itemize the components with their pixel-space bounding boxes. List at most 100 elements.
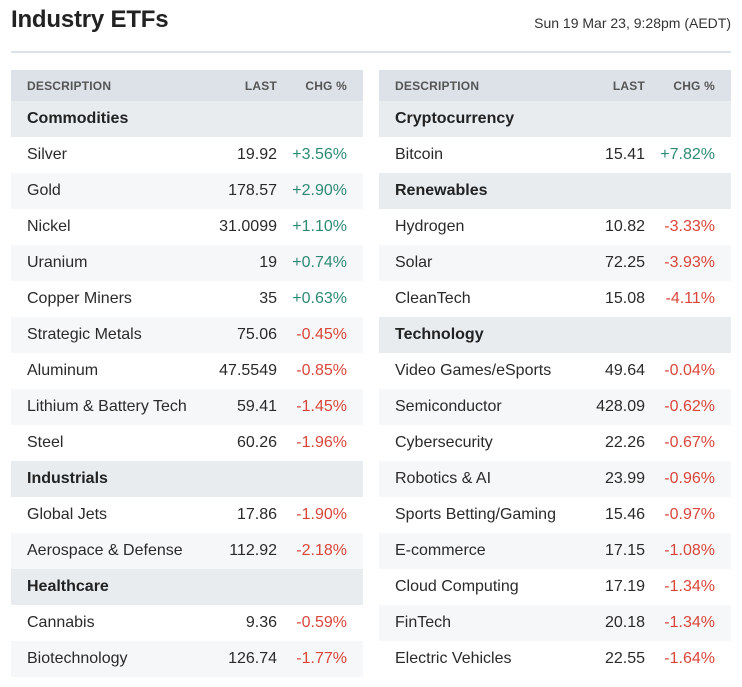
table-row[interactable]: Cybersecurity 22.26 -0.67% bbox=[379, 425, 731, 461]
column-header-change[interactable]: CHG % bbox=[305, 78, 347, 93]
etf-name-link[interactable]: Robotics & AI bbox=[395, 470, 492, 487]
change-percent: +1.10% bbox=[292, 218, 347, 235]
change-percent: -0.04% bbox=[664, 362, 715, 379]
group-header: Cryptocurrency bbox=[379, 101, 731, 137]
last-price: 22.55 bbox=[604, 650, 645, 667]
column-header-last[interactable]: LAST bbox=[612, 78, 645, 93]
column-header-change[interactable]: CHG % bbox=[673, 78, 715, 93]
etf-name-link[interactable]: Semiconductor bbox=[395, 398, 502, 415]
etf-name-link[interactable]: Solar bbox=[395, 254, 433, 271]
table-row[interactable]: Gold 178.57 +2.90% bbox=[11, 173, 363, 209]
etf-name-link[interactable]: Aluminum bbox=[27, 362, 99, 379]
table-row[interactable]: Global Jets 17.86 -1.90% bbox=[11, 497, 363, 533]
last-price: 59.41 bbox=[236, 398, 277, 415]
change-percent: -0.97% bbox=[664, 506, 715, 523]
etf-name-link[interactable]: Hydrogen bbox=[395, 218, 465, 235]
last-price: 178.57 bbox=[228, 182, 277, 199]
group-label: Industrials bbox=[27, 470, 108, 487]
group-header: Renewables bbox=[379, 173, 731, 209]
last-price: 49.64 bbox=[604, 362, 645, 379]
last-price: 15.08 bbox=[604, 290, 645, 307]
column-header-last[interactable]: LAST bbox=[244, 78, 277, 93]
table-row[interactable]: Solar 72.25 -3.93% bbox=[379, 245, 731, 281]
change-percent: -1.34% bbox=[664, 614, 715, 631]
etf-name-link[interactable]: Gold bbox=[27, 182, 61, 199]
table-row[interactable]: Strategic Metals 75.06 -0.45% bbox=[11, 317, 363, 353]
etf-name-link[interactable]: Lithium & Battery Tech bbox=[27, 398, 187, 415]
table-row[interactable]: Cloud Computing 17.19 -1.34% bbox=[379, 569, 731, 605]
etf-name-link[interactable]: CleanTech bbox=[395, 290, 471, 307]
change-percent: -1.45% bbox=[296, 398, 347, 415]
group-label: Healthcare bbox=[27, 578, 109, 595]
table-row[interactable]: Steel 60.26 -1.96% bbox=[11, 425, 363, 461]
last-price: 10.82 bbox=[604, 218, 645, 235]
change-percent: -0.45% bbox=[296, 326, 347, 343]
change-percent: -1.08% bbox=[664, 542, 715, 559]
table-row[interactable]: Semiconductor 428.09 -0.62% bbox=[379, 389, 731, 425]
column-header-row: DESCRIPTION LAST CHG % bbox=[379, 70, 731, 101]
table-row[interactable]: Electric Vehicles 22.55 -1.64% bbox=[379, 641, 731, 677]
etf-name-link[interactable]: FinTech bbox=[395, 614, 452, 631]
group-header: Healthcare bbox=[11, 569, 363, 605]
column-header-description[interactable]: DESCRIPTION bbox=[395, 78, 480, 93]
column-header-row: DESCRIPTION LAST CHG % bbox=[11, 70, 363, 101]
table-row[interactable]: Copper Miners 35 +0.63% bbox=[11, 281, 363, 317]
last-price: 428.09 bbox=[596, 398, 645, 415]
table-row[interactable]: Robotics & AI 23.99 -0.96% bbox=[379, 461, 731, 497]
last-price: 19.92 bbox=[236, 146, 277, 163]
table-row[interactable]: Hydrogen 10.82 -3.33% bbox=[379, 209, 731, 245]
change-percent: -3.33% bbox=[664, 218, 715, 235]
last-price: 17.15 bbox=[604, 542, 645, 559]
table-row[interactable]: FinTech 20.18 -1.34% bbox=[379, 605, 731, 641]
table-row[interactable]: Aluminum 47.5549 -0.85% bbox=[11, 353, 363, 389]
column-header-description[interactable]: DESCRIPTION bbox=[27, 78, 112, 93]
etf-table-left: DESCRIPTION LAST CHG % Commodities Silver… bbox=[11, 70, 363, 677]
table-row[interactable]: Video Games/eSports 49.64 -0.04% bbox=[379, 353, 731, 389]
change-percent: +0.74% bbox=[292, 254, 347, 271]
etf-name-link[interactable]: Aerospace & Defense bbox=[27, 542, 183, 559]
etf-name-link[interactable]: Cybersecurity bbox=[395, 434, 493, 451]
etf-name-link[interactable]: Bitcoin bbox=[395, 146, 444, 163]
etf-name-link[interactable]: Sports Betting/Gaming bbox=[395, 506, 555, 523]
table-row[interactable]: E-commerce 17.15 -1.08% bbox=[379, 533, 731, 569]
last-price: 17.86 bbox=[236, 506, 277, 523]
change-percent: +3.56% bbox=[292, 146, 347, 163]
etf-name-link[interactable]: Uranium bbox=[27, 254, 88, 271]
etf-name-link[interactable]: Electric Vehicles bbox=[395, 650, 512, 667]
table-row[interactable]: Uranium 19 +0.74% bbox=[11, 245, 363, 281]
etf-name-link[interactable]: Cloud Computing bbox=[395, 578, 519, 595]
table-row[interactable]: Biotechnology 126.74 -1.77% bbox=[11, 641, 363, 677]
change-percent: -0.62% bbox=[664, 398, 715, 415]
timestamp: Sun 19 Mar 23, 9:28pm (AEDT) bbox=[534, 15, 731, 31]
table-row[interactable]: Lithium & Battery Tech 59.41 -1.45% bbox=[11, 389, 363, 425]
table-row[interactable]: Silver 19.92 +3.56% bbox=[11, 137, 363, 173]
change-percent: -2.18% bbox=[296, 542, 347, 559]
last-price: 75.06 bbox=[236, 326, 277, 343]
change-percent: +7.82% bbox=[660, 146, 715, 163]
etf-name-link[interactable]: Biotechnology bbox=[27, 650, 128, 667]
etf-name-link[interactable]: Silver bbox=[27, 146, 68, 163]
etf-name-link[interactable]: Steel bbox=[27, 434, 64, 451]
etf-name-link[interactable]: Copper Miners bbox=[27, 290, 132, 307]
last-price: 31.0099 bbox=[219, 218, 277, 235]
etf-name-link[interactable]: Global Jets bbox=[27, 506, 108, 523]
table-row[interactable]: Aerospace & Defense 112.92 -2.18% bbox=[11, 533, 363, 569]
etf-name-link[interactable]: Nickel bbox=[27, 218, 71, 235]
table-row[interactable]: Sports Betting/Gaming 15.46 -0.97% bbox=[379, 497, 731, 533]
table-row[interactable]: Cannabis 9.36 -0.59% bbox=[11, 605, 363, 641]
table-row[interactable]: Bitcoin 15.41 +7.82% bbox=[379, 137, 731, 173]
change-percent: -0.67% bbox=[664, 434, 715, 451]
table-row[interactable]: CleanTech 15.08 -4.11% bbox=[379, 281, 731, 317]
group-header: Commodities bbox=[11, 101, 363, 137]
table-row[interactable]: Nickel 31.0099 +1.10% bbox=[11, 209, 363, 245]
etf-name-link[interactable]: Cannabis bbox=[27, 614, 95, 631]
etf-name-link[interactable]: Strategic Metals bbox=[27, 326, 142, 343]
last-price: 47.5549 bbox=[219, 362, 277, 379]
change-percent: -4.11% bbox=[665, 290, 715, 307]
group-header: Industrials bbox=[11, 461, 363, 497]
etf-name-link[interactable]: E-commerce bbox=[395, 542, 486, 559]
change-percent: -1.96% bbox=[296, 434, 347, 451]
last-price: 15.46 bbox=[604, 506, 645, 523]
etf-name-link[interactable]: Video Games/eSports bbox=[395, 362, 552, 379]
last-price: 17.19 bbox=[604, 578, 645, 595]
